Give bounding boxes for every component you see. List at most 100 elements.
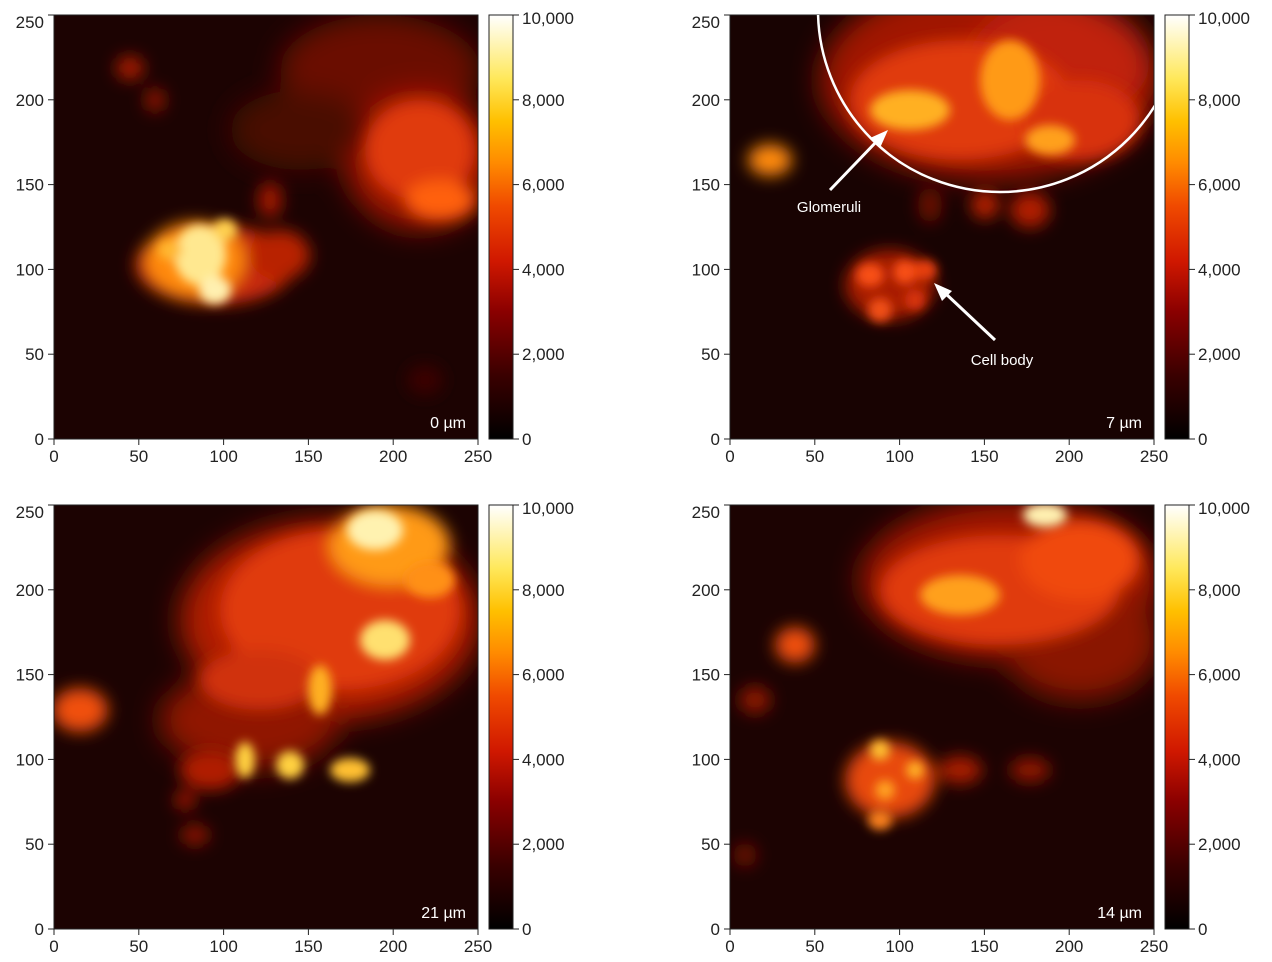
y-tick-label: 50	[701, 835, 720, 854]
y-tick-label: 150	[16, 176, 44, 195]
y-axis-top-right: 0 50 100 150 200 250	[692, 13, 730, 449]
depth-label: 14 µm	[1097, 905, 1142, 922]
fluorescence-image-bottom-right	[730, 505, 1154, 929]
colorbar-tick-label: 6,000	[1198, 176, 1241, 195]
y-tick-label: 150	[16, 666, 44, 685]
y-axis-bottom-left: 0 50 100 150 200 250	[16, 503, 54, 939]
x-tick-label: 100	[209, 937, 237, 956]
colorbar-tick-label: 8,000	[1198, 91, 1241, 110]
y-tick-label: 200	[692, 91, 720, 110]
y-tick-label: 100	[692, 750, 720, 769]
x-axis-bottom-right: 0 50 100 150 200 250	[725, 929, 1168, 956]
colorbar-top-right: 0 2,000 4,000 6,000 8,000 10,000	[1164, 9, 1250, 449]
x-tick-label: 200	[379, 447, 407, 466]
glomeruli-annotation: Glomeruli	[797, 130, 888, 216]
colorbar-tick-label: 0	[1198, 920, 1207, 939]
y-tick-label: 250	[692, 13, 720, 32]
y-tick-label: 250	[16, 13, 44, 32]
arrow-icon	[934, 283, 952, 301]
x-axis-top-left: 0 50 100 150 200 250	[49, 439, 492, 466]
x-tick-label: 200	[1055, 937, 1083, 956]
colorbar-bottom-left: 0 2,000 4,000 6,000 8,000 10,000	[488, 499, 574, 939]
colorbar-tick-label: 4,000	[1198, 260, 1241, 279]
y-tick-label: 250	[692, 503, 720, 522]
x-tick-label: 200	[1055, 447, 1083, 466]
colorbar-tick-label: 8,000	[522, 91, 565, 110]
y-tick-label: 0	[35, 920, 44, 939]
cell-body-annotation: Cell body	[934, 283, 1034, 369]
y-tick-label: 50	[701, 345, 720, 364]
fluorescence-image-top-left	[54, 15, 478, 439]
x-tick-label: 50	[129, 937, 148, 956]
colorbar-tick-label: 10,000	[1198, 9, 1250, 28]
y-axis-top-left: 0 50 100 150 200 250	[16, 13, 54, 449]
depth-label: 0 µm	[430, 415, 466, 432]
x-tick-label: 0	[49, 937, 58, 956]
arrow-icon	[870, 130, 888, 148]
depth-label: 7 µm	[1106, 415, 1142, 432]
colorbar-top-left: 0 2,000 4,000 6,000 8,000 10,000	[488, 9, 574, 449]
x-tick-label: 150	[294, 937, 322, 956]
colorbar-tick-label: 0	[1198, 430, 1207, 449]
panel-bottom-left: 0 50 100 150 200 250 0 50 100 150 200 25…	[16, 499, 574, 956]
depth-label: 21 µm	[421, 905, 466, 922]
colorbar-tick-label: 10,000	[522, 499, 574, 518]
y-tick-label: 200	[16, 581, 44, 600]
x-tick-label: 100	[885, 447, 913, 466]
x-tick-label: 250	[464, 937, 492, 956]
glomeruli-outline	[816, 15, 1154, 194]
y-tick-label: 150	[692, 666, 720, 685]
panel-top-left: 0 50 100 150 200 250 0 50 100 150 200 25…	[16, 9, 574, 466]
colorbar-tick-label: 2,000	[522, 345, 565, 364]
x-tick-label: 50	[805, 447, 824, 466]
x-tick-label: 250	[1140, 937, 1168, 956]
colorbar-tick-label: 4,000	[1198, 750, 1241, 769]
glomeruli-label: Glomeruli	[797, 199, 861, 216]
colorbar-bottom-right: 0 2,000 4,000 6,000 8,000 10,000	[1164, 499, 1250, 939]
y-tick-label: 100	[692, 260, 720, 279]
colorbar-tick-label: 2,000	[1198, 345, 1241, 364]
cell-body-label: Cell body	[971, 352, 1034, 369]
x-tick-label: 100	[885, 937, 913, 956]
y-tick-label: 100	[16, 750, 44, 769]
colorbar-tick-label: 0	[522, 430, 531, 449]
colorbar-tick-label: 2,000	[522, 835, 565, 854]
fluorescence-image-top-right	[730, 15, 1154, 439]
x-tick-label: 200	[379, 937, 407, 956]
x-tick-label: 0	[49, 447, 58, 466]
x-tick-label: 50	[129, 447, 148, 466]
colorbar-tick-label: 6,000	[1198, 666, 1241, 685]
x-tick-label: 150	[970, 937, 998, 956]
x-tick-label: 50	[805, 937, 824, 956]
y-tick-label: 150	[692, 176, 720, 195]
colorbar-tick-label: 4,000	[522, 260, 565, 279]
y-tick-label: 0	[711, 430, 720, 449]
x-tick-label: 0	[725, 447, 734, 466]
y-tick-label: 0	[711, 920, 720, 939]
colorbar-tick-label: 8,000	[522, 581, 565, 600]
x-tick-label: 0	[725, 937, 734, 956]
x-tick-label: 150	[970, 447, 998, 466]
y-tick-label: 0	[35, 430, 44, 449]
y-axis-bottom-right: 0 50 100 150 200 250	[692, 503, 730, 939]
y-tick-label: 200	[692, 581, 720, 600]
panel-bottom-right: 0 50 100 150 200 250 0 50 100 150 200 25…	[692, 499, 1250, 956]
colorbar-tick-label: 10,000	[522, 9, 574, 28]
x-axis-top-right: 0 50 100 150 200 250	[725, 439, 1168, 466]
y-tick-label: 50	[25, 835, 44, 854]
panel-top-right: 0 50 100 150 200 250 0 50 100 150 200 25…	[692, 9, 1250, 466]
x-tick-label: 100	[209, 447, 237, 466]
fluorescence-image-bottom-left	[54, 505, 478, 929]
y-tick-label: 200	[16, 91, 44, 110]
colorbar-tick-label: 10,000	[1198, 499, 1250, 518]
colorbar-tick-label: 8,000	[1198, 581, 1241, 600]
x-tick-label: 250	[1140, 447, 1168, 466]
x-tick-label: 250	[464, 447, 492, 466]
x-axis-bottom-left: 0 50 100 150 200 250	[49, 929, 492, 956]
colorbar-tick-label: 4,000	[522, 750, 565, 769]
colorbar-tick-label: 2,000	[1198, 835, 1241, 854]
y-tick-label: 100	[16, 260, 44, 279]
colorbar-tick-label: 6,000	[522, 666, 565, 685]
x-tick-label: 150	[294, 447, 322, 466]
y-tick-label: 250	[16, 503, 44, 522]
